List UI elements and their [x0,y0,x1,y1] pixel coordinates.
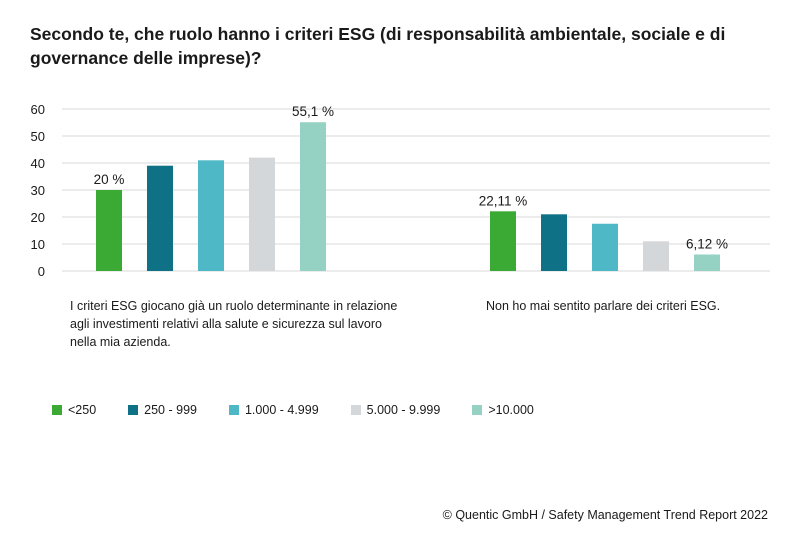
legend-swatch [128,405,139,415]
legend-label: 250 - 999 [144,403,197,417]
bar [96,190,122,271]
data-label: 55,1 % [292,104,334,119]
bar [541,214,567,271]
category-label: Non ho mai sentito parlare dei criteri E… [486,299,721,313]
data-label: 6,12 % [686,236,728,251]
y-tick-label: 60 [31,102,45,117]
data-label: 20 % [94,172,125,187]
chart-title: Secondo te, che ruolo hanno i criteri ES… [30,24,726,68]
y-tick-label: 30 [31,183,45,198]
bar [592,223,618,271]
legend-swatch [52,405,62,415]
y-tick-label: 40 [31,156,45,171]
y-tick-label: 0 [38,264,45,279]
legend-item: <250 [52,403,96,417]
bar [490,211,516,271]
y-tick-label: 20 [31,210,45,225]
legend: <250 250 - 999 1.000 - 4.999 5.000 - 9.999 >… [52,403,566,417]
legend-item: 1.000 - 4.999 [228,403,319,417]
bar [249,157,275,271]
bar [147,165,173,271]
legend-label: 5.000 - 9.999 [366,403,441,417]
footer-credit: © Quentic GmbH / Safety Management Trend… [442,508,768,522]
legend-item: 5.000 - 9.999 [350,403,441,417]
legend-swatch [350,405,361,415]
legend-label: >10.000 [488,403,534,417]
data-label: 22,11 % [479,193,528,208]
legend-item: >10.000 [472,403,534,417]
legend-label: <250 [68,403,97,417]
bar [694,254,720,271]
legend-swatch [472,405,483,415]
bar [643,241,669,271]
legend-item: 250 - 999 [128,403,197,417]
bar [198,160,224,271]
category-label: I criteri ESG giocano già un ruolo deter… [70,299,398,349]
y-tick-label: 50 [31,129,45,144]
legend-swatch [228,405,239,415]
y-tick-label: 10 [31,237,45,252]
legend-label: 1.000 - 4.999 [244,403,319,417]
bar [300,122,326,271]
